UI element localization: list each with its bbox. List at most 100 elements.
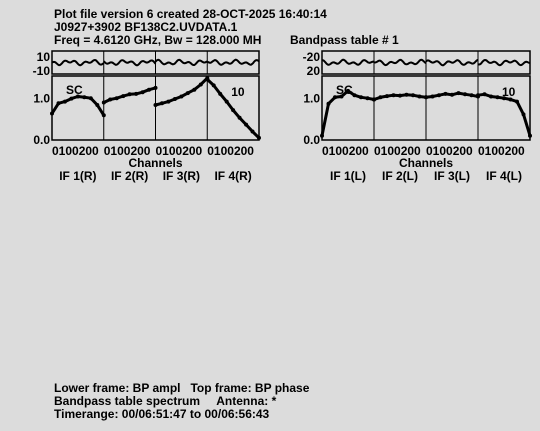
x-axis-label: Channels [128, 156, 182, 170]
amp-point-if1-l [339, 94, 344, 99]
amp-point-if4-r [218, 91, 223, 96]
phase-trace-if1-r [51, 58, 105, 67]
amp-point-if3-r [192, 87, 197, 92]
header-table-label: Bandpass table # 1 [290, 33, 399, 47]
amp-point-if3-r [153, 103, 158, 107]
amp-point-if4-r [257, 135, 261, 140]
amp-point-if3-l [450, 92, 454, 97]
phase-y-tick-label: -10 [33, 64, 51, 78]
x-tick-labels: 0100200 [156, 144, 203, 158]
amp-point-if1-r [50, 111, 54, 116]
if-label: IF 2(R) [111, 169, 148, 183]
amp-point-if1-r [56, 101, 61, 106]
amp-point-if2-l [404, 92, 409, 97]
amp-point-if1-l [352, 93, 357, 98]
x-tick-labels: 0100200 [207, 144, 254, 158]
phase-trace-if2-l [373, 58, 427, 67]
amp-point-if4-l [502, 96, 506, 101]
amp-point-if4-l [489, 94, 493, 99]
amp-annotation-10: 10 [502, 85, 516, 99]
amp-point-if3-l [469, 93, 474, 98]
amp-point-if2-r [114, 96, 119, 101]
amp-y-tick-label: 1.0 [303, 91, 320, 105]
footer-spectrum-line: Bandpass table spectrum Antenna: * [54, 394, 277, 408]
if-label: IF 3(R) [163, 169, 200, 183]
x-tick-labels: 0100200 [52, 144, 99, 158]
x-tick-labels: 0100200 [426, 144, 473, 158]
amp-point-if2-l [391, 93, 396, 98]
amp-point-if4-r [231, 108, 236, 113]
phase-trace-if3-r [154, 58, 208, 66]
amp-point-if4-l [515, 99, 519, 104]
amp-point-if3-r [198, 82, 203, 87]
amp-point-if2-r [140, 90, 145, 95]
amp-point-if3-l [430, 94, 435, 99]
x-tick-labels: 0100200 [104, 144, 151, 158]
if-label: IF 1(L) [330, 169, 366, 183]
amp-point-if4-l [521, 112, 526, 117]
amp-point-if1-r [82, 95, 87, 100]
amp-point-if4-r [224, 99, 229, 104]
amp-point-if1-r [69, 96, 74, 101]
amp-point-if3-l [463, 92, 467, 97]
phase-y-tick-label: -20 [303, 50, 321, 64]
if-label: IF 4(L) [486, 169, 522, 183]
if-label: IF 1(R) [59, 169, 96, 183]
amp-point-if1-l [346, 88, 350, 93]
amp-annotation-10: 10 [231, 85, 245, 99]
footer-timerange: Timerange: 00/06:51:47 to 00/06:56:43 [54, 407, 270, 421]
amp-y-tick-label: 1.0 [33, 91, 50, 105]
amp-point-if2-r [108, 97, 113, 102]
amp-point-if1-r [101, 113, 106, 118]
amp-y-tick-label: 0.0 [33, 133, 50, 147]
amp-annotation-sc: SC [336, 83, 353, 97]
phase-trace-if3-l [425, 58, 479, 67]
phase-y-tick-label: 10 [37, 50, 51, 64]
amp-point-if3-l [437, 93, 441, 98]
amp-point-if1-r [62, 99, 67, 104]
amp-point-if4-r [205, 77, 210, 82]
amp-point-if3-r [166, 99, 171, 104]
if-label: IF 3(L) [434, 169, 470, 183]
amp-point-if1-l [333, 95, 337, 100]
amp-point-if2-r [127, 92, 132, 97]
amp-point-if3-r [185, 91, 190, 96]
amp-point-if2-r [153, 85, 158, 90]
amp-point-if1-l [320, 133, 324, 138]
amp-point-if4-l [528, 133, 532, 138]
amp-point-if4-r [237, 115, 242, 120]
footer-frame-legend: Lower frame: BP ampl Top frame: BP phase [54, 381, 310, 395]
amp-point-if3-r [160, 101, 164, 106]
amp-point-if2-l [398, 93, 402, 98]
phase-trace-if2-r [103, 59, 157, 67]
amp-point-if2-l [372, 97, 376, 102]
amp-point-if2-l [411, 93, 415, 98]
amp-point-if2-l [385, 94, 389, 99]
amp-point-if2-l [417, 94, 422, 99]
amp-point-if2-r [134, 91, 139, 96]
x-tick-labels: 0100200 [322, 144, 369, 158]
amp-point-if3-l [443, 91, 448, 96]
amp-point-if4-r [244, 122, 249, 127]
amp-annotation-sc: SC [66, 83, 83, 97]
amp-point-if4-l [495, 95, 500, 100]
amp-point-if4-l [482, 92, 487, 97]
amp-point-if1-r [75, 94, 80, 99]
amp-point-if4-r [250, 129, 255, 134]
amp-point-if2-l [378, 95, 383, 100]
x-tick-labels: 0100200 [374, 144, 421, 158]
amp-point-if3-l [424, 95, 428, 100]
header-source-line: J0927+3902 BF138C2.UVDATA.1 [54, 20, 238, 34]
x-tick-labels: 0100200 [478, 144, 525, 158]
amp-point-if2-r [121, 94, 126, 99]
amp-point-if2-r [147, 87, 151, 92]
header-version-line: Plot file version 6 created 28-OCT-2025 … [54, 7, 327, 21]
phase-trace-if4-l [477, 58, 531, 67]
phase-trace-if1-l [322, 58, 375, 66]
x-axis-label: Channels [399, 156, 453, 170]
amp-point-if1-r [88, 96, 93, 101]
amp-point-if4-l [508, 97, 513, 102]
if-label: IF 2(L) [382, 169, 418, 183]
